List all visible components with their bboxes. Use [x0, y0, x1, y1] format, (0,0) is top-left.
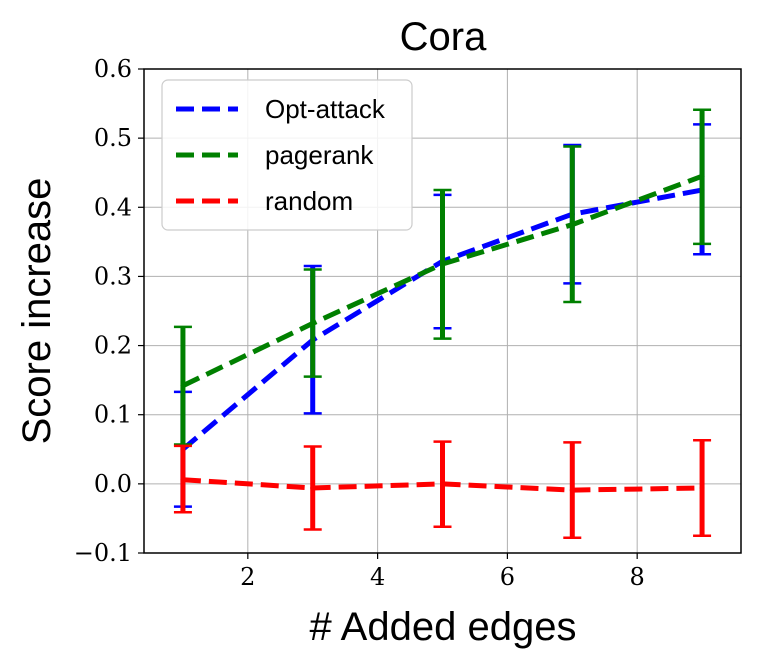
- data-point: [310, 320, 316, 326]
- data-point: [440, 261, 445, 267]
- y-tick-label: 0.1: [94, 401, 132, 429]
- y-tick-label: 0.2: [94, 332, 132, 360]
- y-tick-label: 0.4: [94, 193, 132, 221]
- ticks: 2 4 6 8 −0.1 0.0 0.1 0.2 0.3 0.4 0.5 0.6: [74, 55, 645, 591]
- data-point: [569, 487, 575, 493]
- series-line: [182, 477, 703, 493]
- chart-title: Cora: [400, 15, 487, 59]
- series-pagerank: [173, 108, 712, 446]
- y-tick-label: 0.0: [94, 470, 132, 498]
- legend-label: pagerank: [265, 140, 374, 170]
- y-tick-label: 0.6: [94, 55, 132, 83]
- legend-label: random: [265, 186, 353, 216]
- y-axis-label: Score increase: [15, 178, 59, 445]
- x-tick-label: 4: [370, 563, 385, 591]
- data-point: [440, 481, 445, 487]
- y-tick-label: 0.3: [94, 262, 132, 290]
- data-point: [310, 485, 316, 491]
- x-axis-label: # Added edges: [310, 605, 577, 649]
- data-point: [699, 173, 705, 179]
- legend-box: [161, 79, 413, 231]
- data-point: [180, 383, 186, 389]
- x-tick-label: 8: [630, 563, 645, 591]
- y-tick-label: 0.5: [94, 124, 132, 152]
- legend: Opt-attack pagerank random: [161, 79, 413, 231]
- y-tick-label: −0.1: [74, 539, 132, 567]
- data-point: [180, 477, 186, 483]
- series-random: [173, 439, 712, 540]
- series-layer: [173, 108, 712, 540]
- x-tick-label: 2: [240, 563, 255, 591]
- x-tick-label: 6: [500, 563, 515, 591]
- data-point: [569, 222, 575, 228]
- data-point: [699, 485, 705, 491]
- plot-frame: [143, 68, 742, 554]
- legend-label: Opt-attack: [265, 94, 386, 124]
